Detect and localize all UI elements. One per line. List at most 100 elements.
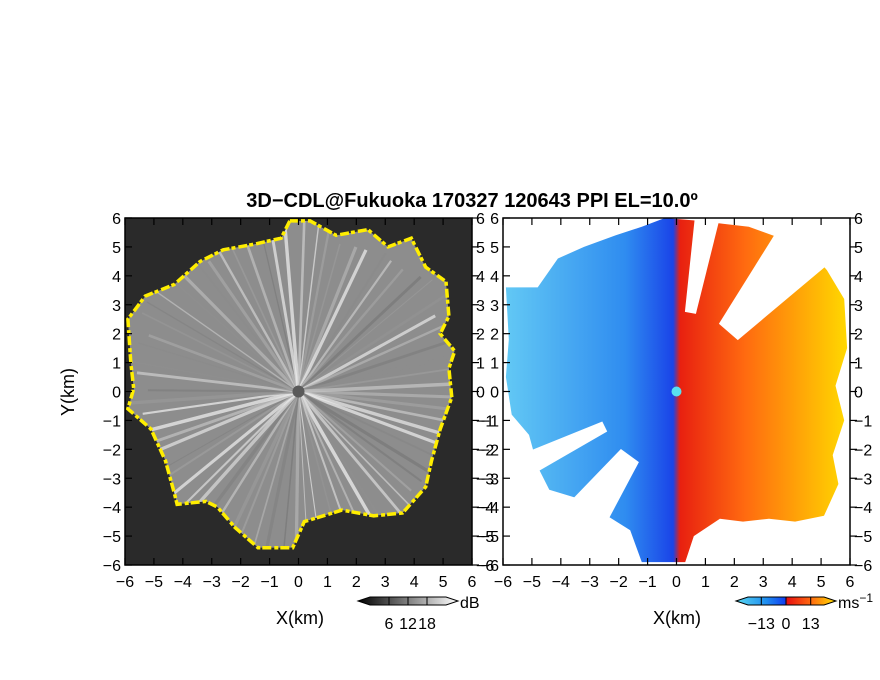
no-data-wedge — [508, 449, 639, 565]
radial-streak — [297, 223, 320, 392]
x-tick-label: 4 — [788, 574, 797, 591]
y-tick-label: 5 — [490, 240, 499, 257]
radial-streak — [261, 391, 301, 565]
radial-streak — [215, 246, 300, 393]
x-tick-label: −3 — [581, 574, 599, 591]
y-tick-label-right: −2 — [476, 442, 494, 459]
y-tick-label-right: 5 — [854, 240, 863, 257]
y-tick-label: 3 — [490, 298, 499, 315]
snr-x-axis-label: X(km) — [276, 608, 324, 628]
x-tick-label: 0 — [672, 574, 681, 591]
snr-outside-mask — [125, 218, 472, 565]
snr-radar-center — [292, 385, 305, 398]
x-tick-label: 2 — [352, 574, 361, 591]
radial-streak — [297, 268, 404, 393]
y-tick-label: 4 — [112, 269, 121, 286]
y-tick-label-right: −6 — [854, 558, 872, 575]
x-tick-label: −5 — [145, 574, 163, 591]
y-tick-label: 3 — [112, 298, 121, 315]
y-tick-label-right: 4 — [854, 269, 863, 286]
y-tick-label-right: −1 — [476, 413, 494, 430]
snr-high-echo-boundary — [125, 219, 457, 550]
y-tick-label-right: 2 — [854, 327, 863, 344]
radial-streak — [297, 243, 341, 392]
y-tick-label: 1 — [112, 356, 121, 373]
radial-streak — [141, 312, 299, 393]
radial-streak — [157, 390, 300, 508]
radial-streak — [170, 390, 300, 519]
x-tick-label: −4 — [552, 574, 570, 591]
radial-streak — [125, 389, 299, 406]
y-tick-label: −1 — [103, 413, 121, 430]
x-tick-label: −2 — [610, 574, 628, 591]
y-tick-label: −5 — [103, 529, 121, 546]
x-tick-label: 5 — [439, 574, 448, 591]
velocity-wedge-gaps — [503, 218, 850, 565]
y-tick-label: −1 — [481, 413, 499, 430]
radial-streak — [220, 224, 300, 392]
y-tick-label-right: 0 — [476, 385, 485, 402]
radial-streak — [282, 391, 300, 554]
radial-streak — [137, 342, 299, 393]
y-tick-label: 1 — [490, 356, 499, 373]
radial-streak — [270, 234, 300, 392]
radial-streak — [148, 389, 299, 432]
radial-streak — [297, 390, 412, 492]
y-tick-label: 2 — [490, 327, 499, 344]
x-tick-label: 5 — [817, 574, 826, 591]
radial-streak — [257, 218, 300, 392]
y-tick-label-right: −5 — [476, 529, 494, 546]
radial-streak — [298, 333, 471, 393]
radial-streak — [282, 218, 301, 392]
velocity-radar-center — [671, 386, 682, 397]
y-tick-label: −3 — [103, 471, 121, 488]
y-tick-label-right: −4 — [476, 500, 494, 517]
snr-axis-ticks: −6 −5 −4 −3 −2 −1 0 1 2 3 4 5 66 65 54 43 32 21 10 0−1 −1−2−… — [103, 211, 495, 591]
radial-streak — [153, 391, 299, 475]
y-tick-label: 0 — [490, 385, 499, 402]
x-tick-label: 6 — [846, 574, 855, 591]
x-tick-label: 3 — [759, 574, 768, 591]
radial-streak — [297, 390, 417, 513]
x-tick-label: 1 — [701, 574, 710, 591]
y-tick-label: 0 — [112, 385, 121, 402]
radial-streak — [252, 391, 300, 548]
x-tick-label: −6 — [116, 574, 134, 591]
x-tick-label: −1 — [638, 574, 656, 591]
y-tick-label: −6 — [481, 558, 499, 575]
y-tick-label: 6 — [490, 211, 499, 228]
radial-streak — [229, 390, 301, 535]
radial-streak — [298, 390, 443, 461]
radial-streak — [298, 390, 457, 424]
y-tick-label: −6 — [103, 558, 121, 575]
y-tick-label: 2 — [112, 327, 121, 344]
radial-streak — [215, 390, 300, 523]
radial-streak — [297, 218, 306, 392]
chart-title: 3D−CDL@Fukuoka 170327 120643 PPI EL=10.0… — [246, 190, 698, 212]
radial-streak — [187, 250, 300, 392]
x-tick-label: 1 — [323, 574, 332, 591]
y-tick-label-right: 1 — [476, 356, 485, 373]
snr-panel: −6 −5 −4 −3 −2 −1 0 1 2 3 4 5 66 65 54 43 32 21 10 0−1 −1−2−… — [58, 211, 495, 633]
radial-streak — [297, 314, 436, 393]
y-tick-label: 4 — [490, 269, 499, 286]
radial-streak — [142, 390, 299, 415]
x-tick-label: −1 — [260, 574, 278, 591]
snr-colorbar: 6 12 18 dB — [356, 595, 480, 633]
radial-streak — [207, 260, 300, 393]
radial-streak — [297, 252, 387, 393]
radial-streak — [146, 301, 299, 393]
y-tick-label-right: 5 — [476, 240, 485, 257]
radial-streak — [298, 316, 463, 393]
velocity-axis-ticks: −6 −5 −4 −3 −2 −1 0 1 2 3 4 5 66 65 54 43 32 21 10 0−1 −1−2−… — [481, 211, 873, 591]
y-tick-label: 6 — [112, 211, 121, 228]
y-tick-label-right: −1 — [854, 413, 872, 430]
y-tick-label: −2 — [103, 442, 121, 459]
velocity-panel: −6 −5 −4 −3 −2 −1 0 1 2 3 4 5 66 65 54 43 32 21 10 0−1 −1−2−… — [481, 211, 874, 633]
radial-streak — [245, 241, 300, 392]
x-tick-label: 4 — [410, 574, 419, 591]
radial-streak — [298, 390, 459, 412]
velocity-x-axis-label: X(km) — [653, 608, 701, 628]
radial-streak — [148, 334, 299, 393]
